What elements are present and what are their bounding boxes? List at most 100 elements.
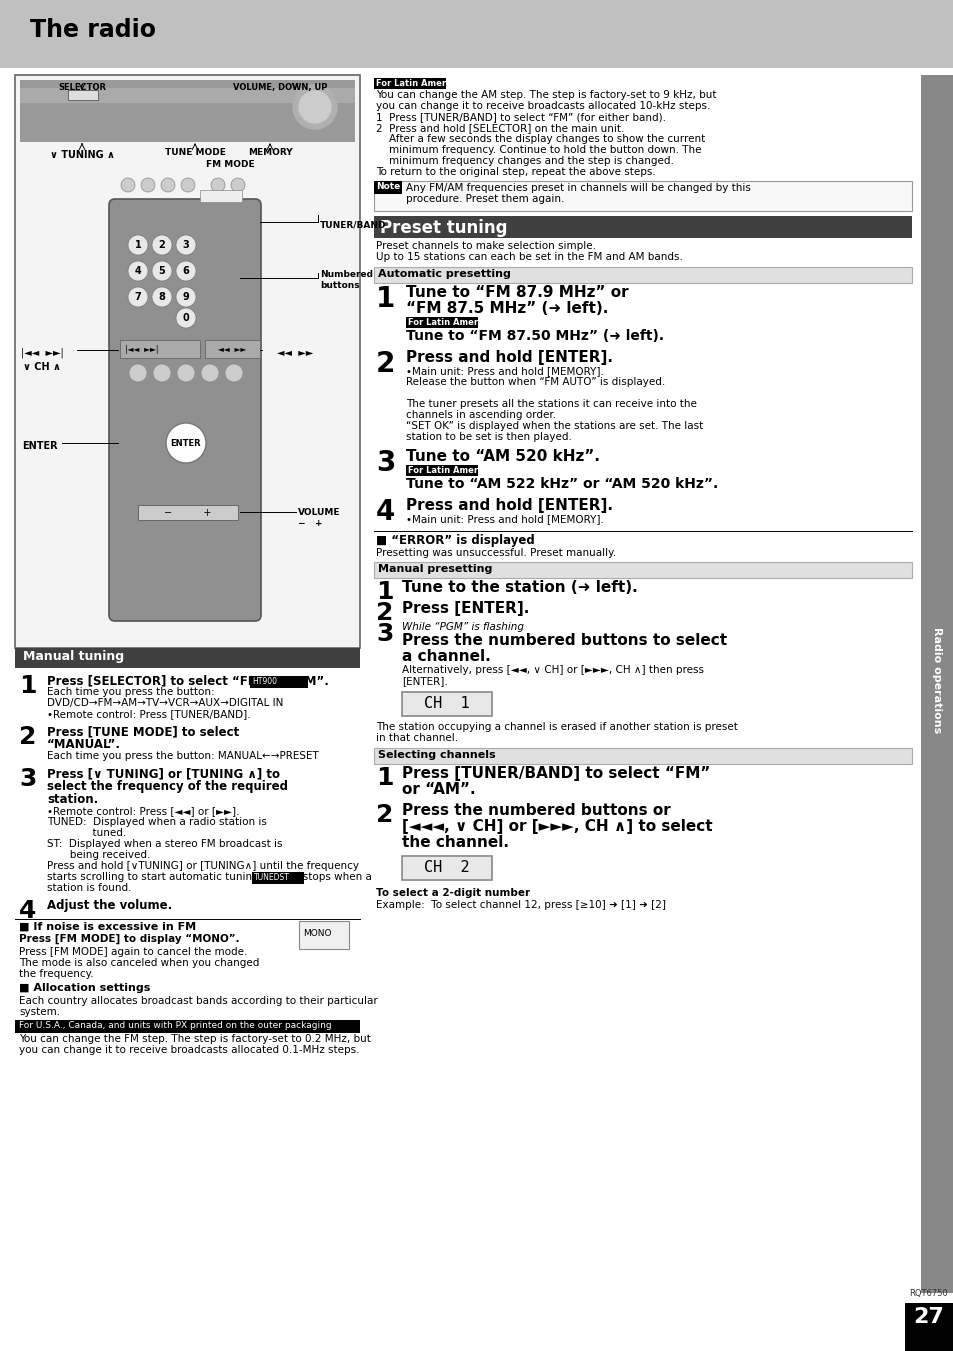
Bar: [200, 190, 242, 203]
Text: “FM 87.5 MHz” (➜ left).: “FM 87.5 MHz” (➜ left).: [406, 301, 608, 316]
Bar: [401, 857, 492, 880]
Text: ■ Allocation settings: ■ Allocation settings: [19, 984, 151, 993]
Text: [ENTER].: [ENTER].: [401, 676, 447, 686]
Text: procedure. Preset them again.: procedure. Preset them again.: [406, 195, 564, 204]
Bar: [120, 340, 200, 358]
Text: 1: 1: [19, 674, 36, 698]
Text: |◄◄  ►►|: |◄◄ ►►|: [125, 346, 158, 354]
Text: VOLUME: VOLUME: [297, 508, 340, 517]
Text: 27: 27: [913, 1306, 943, 1327]
Text: Adjust the volume.: Adjust the volume.: [47, 898, 172, 912]
Circle shape: [128, 261, 148, 281]
Text: −   +: − +: [297, 519, 322, 528]
Circle shape: [152, 261, 172, 281]
Bar: [252, 871, 304, 884]
Bar: [138, 505, 237, 520]
Text: The station occupying a channel is erased if another station is preset: The station occupying a channel is erase…: [375, 721, 737, 732]
Text: Each time you press the button: MANUAL←→PRESET: Each time you press the button: MANUAL←→…: [47, 751, 318, 761]
Text: a channel.: a channel.: [401, 648, 490, 663]
Text: CH  1: CH 1: [424, 696, 469, 711]
Text: Press [∨ TUNING] or [TUNING ∧] to: Press [∨ TUNING] or [TUNING ∧] to: [47, 767, 280, 780]
Circle shape: [128, 235, 148, 255]
Text: Press [TUNE MODE] to select: Press [TUNE MODE] to select: [47, 725, 239, 738]
Text: system.: system.: [19, 1006, 60, 1017]
Text: Tune to “FM 87.9 MHz” or: Tune to “FM 87.9 MHz” or: [406, 285, 628, 300]
Text: 3: 3: [19, 767, 36, 790]
Bar: [20, 88, 355, 103]
Circle shape: [293, 85, 336, 128]
Bar: [374, 181, 401, 195]
Text: Press the numbered buttons or: Press the numbered buttons or: [401, 802, 670, 817]
Text: Press and hold [ENTER].: Press and hold [ENTER].: [406, 350, 613, 365]
Text: 1  Press [TUNER/BAND] to select “FM” (for either band).: 1 Press [TUNER/BAND] to select “FM” (for…: [375, 112, 665, 122]
Circle shape: [298, 91, 331, 123]
Text: Press [TUNER/BAND] to select “FM”: Press [TUNER/BAND] to select “FM”: [401, 766, 710, 781]
Text: 3: 3: [182, 240, 190, 250]
Text: •Remote control: Press [TUNER/BAND].: •Remote control: Press [TUNER/BAND].: [47, 709, 251, 719]
Circle shape: [181, 178, 194, 192]
Text: Manual tuning: Manual tuning: [23, 650, 124, 663]
Circle shape: [175, 235, 195, 255]
Text: •Remote control: Press [◄◄] or [►►].: •Remote control: Press [◄◄] or [►►].: [47, 807, 239, 816]
Text: 2: 2: [19, 725, 36, 748]
Text: Example:  To select channel 12, press [≥10] ➜ [1] ➜ [2]: Example: To select channel 12, press [≥1…: [375, 900, 665, 911]
Text: TUNER/BAND: TUNER/BAND: [319, 220, 386, 230]
Text: MEMORY: MEMORY: [248, 149, 292, 157]
Text: Numbered: Numbered: [319, 270, 373, 280]
Text: Preset channels to make selection simple.: Preset channels to make selection simple…: [375, 240, 596, 251]
Bar: [15, 648, 359, 667]
Text: 2  Press and hold [SELECTOR] on the main unit.: 2 Press and hold [SELECTOR] on the main …: [375, 123, 623, 132]
Text: you can change it to receive broadcasts allocated 10-kHz steps.: you can change it to receive broadcasts …: [375, 101, 710, 111]
Bar: [68, 91, 98, 100]
Text: 6: 6: [182, 266, 190, 276]
Bar: [20, 80, 355, 142]
Text: 7: 7: [134, 292, 141, 303]
Text: tuned.: tuned.: [47, 828, 126, 838]
Text: 2: 2: [375, 802, 393, 827]
Circle shape: [211, 178, 225, 192]
Text: minimum frequency. Continue to hold the button down. The: minimum frequency. Continue to hold the …: [375, 145, 700, 155]
Text: in that channel.: in that channel.: [375, 734, 457, 743]
Text: •Main unit: Press and hold [MEMORY].: •Main unit: Press and hold [MEMORY].: [406, 366, 603, 376]
Text: Selecting channels: Selecting channels: [377, 750, 496, 761]
Bar: [374, 216, 911, 238]
Text: 4: 4: [375, 499, 395, 526]
Text: ENTER: ENTER: [22, 440, 58, 451]
Text: TUNEDST: TUNEDST: [253, 873, 290, 882]
Circle shape: [175, 286, 195, 307]
Text: “SET OK” is displayed when the stations are set. The last: “SET OK” is displayed when the stations …: [406, 422, 702, 431]
Circle shape: [175, 308, 195, 328]
Text: 3: 3: [375, 449, 395, 477]
Text: 1: 1: [375, 580, 393, 604]
Text: RQT6750: RQT6750: [908, 1289, 947, 1298]
Bar: [250, 676, 308, 688]
Text: VOLUME, DOWN, UP: VOLUME, DOWN, UP: [233, 82, 327, 92]
Text: 2: 2: [375, 350, 395, 378]
Text: 2: 2: [375, 601, 393, 626]
Bar: [298, 921, 349, 948]
Text: channels in ascending order.: channels in ascending order.: [406, 409, 556, 420]
Text: 3: 3: [375, 621, 393, 646]
Text: buttons: buttons: [319, 281, 359, 290]
Text: FM MODE: FM MODE: [206, 159, 254, 169]
Text: Press [FM MODE] to display “MONO”.: Press [FM MODE] to display “MONO”.: [19, 934, 239, 944]
Bar: [920, 76, 953, 1293]
Bar: [205, 340, 260, 358]
Circle shape: [175, 261, 195, 281]
Text: TUNED:  Displayed when a radio station is: TUNED: Displayed when a radio station is: [47, 817, 267, 827]
Circle shape: [129, 363, 147, 382]
Text: Tune to the station (➜ left).: Tune to the station (➜ left).: [401, 580, 638, 594]
Text: TUNE MODE: TUNE MODE: [164, 149, 225, 157]
Text: starts scrolling to start automatic tuning. Tuning stops when a: starts scrolling to start automatic tuni…: [47, 871, 372, 882]
Text: MONO: MONO: [303, 929, 331, 938]
Bar: [401, 692, 492, 716]
Text: Press [FM MODE] again to cancel the mode.: Press [FM MODE] again to cancel the mode…: [19, 947, 247, 957]
Text: Automatic presetting: Automatic presetting: [377, 269, 511, 280]
Text: 9: 9: [182, 292, 190, 303]
Text: For Latin America: For Latin America: [408, 466, 491, 476]
Text: The mode is also canceled when you changed: The mode is also canceled when you chang…: [19, 958, 259, 969]
Text: [◄◄◄, ∨ CH] or [►►►, CH ∧] to select: [◄◄◄, ∨ CH] or [►►►, CH ∧] to select: [401, 819, 712, 834]
Text: For U.S.A., Canada, and units with PX printed on the outer packaging: For U.S.A., Canada, and units with PX pr…: [19, 1021, 332, 1029]
Text: Press [SELECTOR] to select “FM” or “AM”.: Press [SELECTOR] to select “FM” or “AM”.: [47, 674, 329, 688]
Text: ∨ CH ∧: ∨ CH ∧: [23, 362, 61, 372]
